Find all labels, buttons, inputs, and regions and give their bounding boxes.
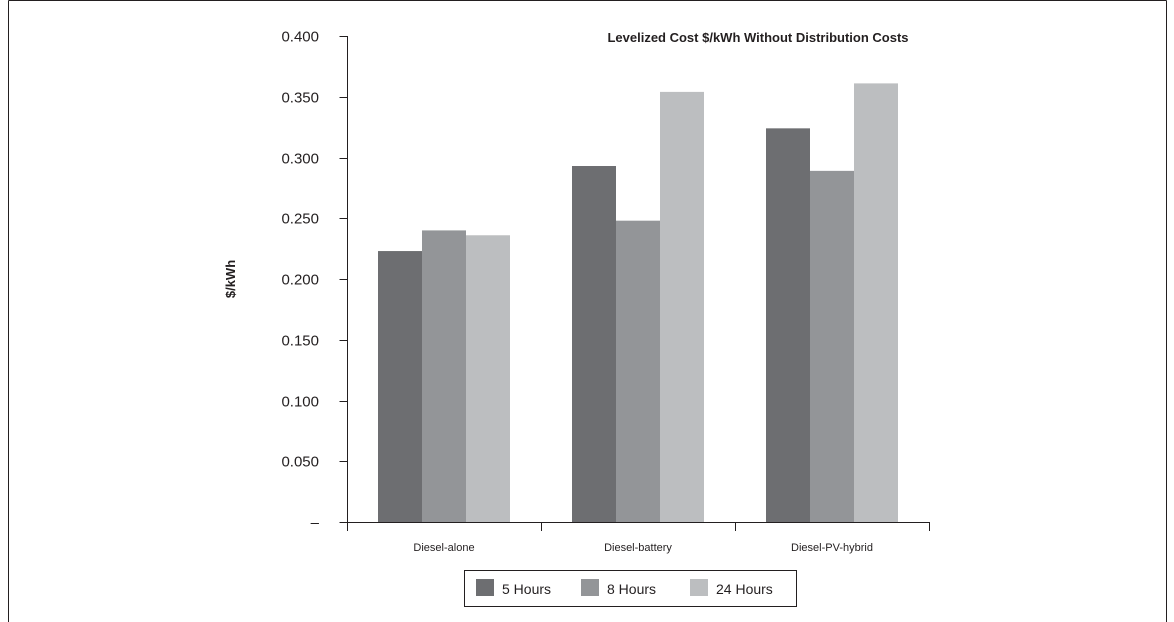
x-tick-label: Diesel-battery: [604, 542, 672, 554]
y-tick-label: 0.250: [281, 211, 319, 228]
legend-swatch: [476, 579, 494, 596]
y-tick-label: 0.200: [281, 272, 319, 289]
y-tick-label: 0.400: [281, 29, 319, 46]
y-tick-label: 0.050: [281, 454, 319, 471]
legend-label: 8 Hours: [607, 581, 656, 597]
y-tick-label: 0.100: [281, 394, 319, 411]
bar-24-hours-diesel-battery: [660, 91, 704, 522]
y-tick-label: 0.300: [281, 151, 319, 168]
bar-5-hours-diesel-pv-hybrid: [766, 128, 810, 522]
bar-24-hours-diesel-alone: [466, 235, 510, 522]
y-tick-label: 0.350: [281, 90, 319, 107]
bar-8-hours-diesel-battery: [616, 220, 660, 522]
x-tick-label: Diesel-PV-hybrid: [791, 542, 873, 554]
legend: 5 Hours 8 Hours 24 Hours: [464, 570, 797, 607]
legend-swatch: [581, 579, 599, 596]
bar-24-hours-diesel-pv-hybrid: [854, 83, 898, 522]
x-axis: Diesel-alone Diesel-battery Diesel-PV-hybr…: [347, 522, 930, 554]
x-tick-label: Diesel-alone: [413, 542, 474, 554]
legend-label: 5 Hours: [502, 581, 551, 597]
y-axis-label: $/kWh: [223, 260, 238, 298]
legend-label: 24 Hours: [716, 581, 773, 597]
bar-5-hours-diesel-alone: [378, 251, 422, 522]
y-axis: – 0.050 0.100 0.150 0.200 0.250 0.300 0.350 0.40…: [281, 29, 348, 532]
bars: [378, 83, 898, 523]
y-tick-label: 0.150: [281, 333, 319, 350]
bar-5-hours-diesel-battery: [572, 166, 616, 522]
y-tick-label: –: [311, 515, 320, 532]
legend-box: [464, 570, 797, 607]
chart-title: Levelized Cost $/kWh Without Distributio…: [607, 30, 908, 45]
bar-8-hours-diesel-alone: [422, 230, 466, 522]
legend-swatch: [690, 579, 708, 596]
bar-8-hours-diesel-pv-hybrid: [810, 170, 854, 523]
